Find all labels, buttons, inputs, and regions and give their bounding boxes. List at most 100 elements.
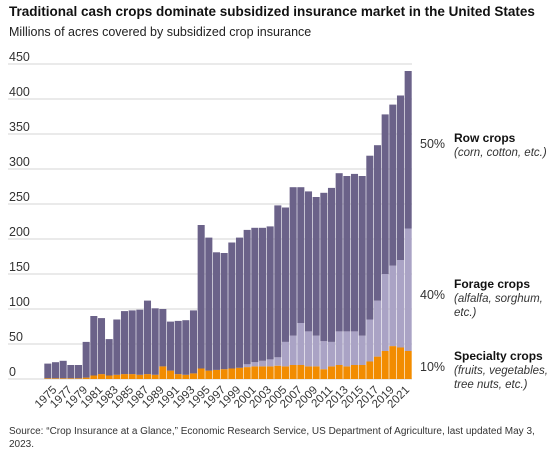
bar-row-2022 <box>404 71 412 229</box>
bar-row-2014 <box>343 176 351 332</box>
bar-specialty-2011 <box>320 369 328 379</box>
bar-row-1997 <box>212 252 221 370</box>
bar-specialty-2008 <box>297 365 305 379</box>
bar-specialty-2012 <box>327 366 336 379</box>
bar-specialty-1997 <box>212 369 221 379</box>
bar-row-2002 <box>251 227 259 363</box>
bar-row-1983 <box>105 339 113 376</box>
bars <box>44 71 412 379</box>
bar-specialty-1983 <box>105 375 113 379</box>
forage-crops-examples-line1: (alfalfa, sorghum, <box>454 293 543 305</box>
bar-specialty-1988 <box>143 374 152 379</box>
bar-row-1976 <box>51 362 60 379</box>
bar-specialty-1984 <box>113 374 121 379</box>
specialty-crops-label: Specialty crops <box>454 349 543 363</box>
y-tick-label: 150 <box>9 260 30 274</box>
bar-specialty-2003 <box>258 366 267 379</box>
chart-title: Traditional cash crops dominate subsidiz… <box>9 4 535 19</box>
bar-specialty-1982 <box>97 374 106 379</box>
bar-forage-2016 <box>358 335 366 365</box>
bar-specialty-1978 <box>67 378 75 379</box>
bar-specialty-2010 <box>312 366 320 379</box>
x-axis-ticks: 1975197719791981198319851987198919911993… <box>33 384 412 411</box>
bar-row-1980 <box>82 341 90 378</box>
bar-row-1988 <box>143 300 152 375</box>
bar-forage-2019 <box>381 274 389 351</box>
bar-forage-2012 <box>327 341 336 367</box>
bar-forage-2011 <box>320 341 328 370</box>
bar-forage-2017 <box>366 319 374 362</box>
bar-specialty-2013 <box>335 365 343 379</box>
bar-row-1981 <box>90 316 98 376</box>
y-tick-label: 0 <box>9 365 16 379</box>
bar-row-2012 <box>327 187 336 342</box>
bar-row-2016 <box>358 176 366 336</box>
y-tick-label: 250 <box>9 190 30 204</box>
specialty-crops-examples-line2: tree nuts, etc.) <box>454 379 528 391</box>
chart-subtitle: Millions of acres covered by subsidized … <box>9 25 312 39</box>
bar-row-1999 <box>228 242 236 369</box>
bar-row-2005 <box>274 205 282 358</box>
bar-forage-2014 <box>343 331 351 367</box>
bar-specialty-2015 <box>350 365 359 379</box>
bar-forage-2001 <box>243 364 251 368</box>
bar-row-2008 <box>297 187 305 323</box>
bar-row-2010 <box>312 197 320 336</box>
bar-row-2011 <box>320 192 328 342</box>
bar-row-2009 <box>304 191 313 332</box>
bar-row-2004 <box>266 226 274 360</box>
bar-specialty-2005 <box>274 365 282 379</box>
bar-row-2021 <box>396 95 405 260</box>
bar-forage-2003 <box>258 360 267 367</box>
bar-forage-2015 <box>350 331 359 365</box>
row-crops-label: Row crops <box>454 131 516 145</box>
bar-forage-2006 <box>281 341 290 367</box>
bar-row-2019 <box>381 114 389 275</box>
y-tick-label: 100 <box>9 295 30 309</box>
bar-specialty-1986 <box>128 374 136 379</box>
bar-forage-2018 <box>373 300 382 357</box>
bar-specialty-1989 <box>151 374 159 379</box>
bar-specialty-1975 <box>44 378 52 379</box>
bar-forage-2004 <box>266 359 274 367</box>
bar-row-1978 <box>67 365 75 379</box>
y-axis-ticks: 0 50 100 150 200 250 300 350 400 450 <box>9 50 30 379</box>
bar-specialty-2004 <box>266 366 274 379</box>
bar-row-1985 <box>120 311 129 375</box>
bar-row-1995 <box>197 225 205 369</box>
bar-specialty-1992 <box>174 374 182 379</box>
stacked-bar-chart: 0 50 100 150 200 250 300 350 400 450 197519771979… <box>8 50 548 411</box>
bar-specialty-1991 <box>166 370 175 379</box>
bar-specialty-2000 <box>235 367 244 379</box>
bar-row-1979 <box>74 365 83 379</box>
bar-row-1987 <box>136 309 144 375</box>
bar-forage-2009 <box>304 331 313 367</box>
bar-specialty-2020 <box>389 346 397 379</box>
bar-row-1991 <box>166 321 175 371</box>
bar-row-2013 <box>335 173 343 332</box>
bar-row-1975 <box>44 363 52 379</box>
bar-specialty-2017 <box>366 361 374 379</box>
bar-specialty-2018 <box>373 356 382 379</box>
row-crops-examples: (corn, cotton, etc.) <box>454 147 547 159</box>
row-crops-percent: 50% <box>420 137 445 151</box>
bar-row-1977 <box>59 360 67 379</box>
bar-forage-2002 <box>251 362 259 367</box>
bar-row-2006 <box>281 207 290 342</box>
bar-forage-2005 <box>274 357 282 366</box>
bar-specialty-2016 <box>358 365 366 379</box>
bar-specialty-1995 <box>197 368 205 379</box>
bar-specialty-1990 <box>159 366 167 379</box>
bar-row-1992 <box>174 320 182 375</box>
bar-row-2007 <box>289 187 297 336</box>
y-tick-label: 200 <box>9 225 30 239</box>
bar-specialty-2002 <box>251 366 259 379</box>
bar-forage-2010 <box>312 335 320 367</box>
annotations: 50% Row crops (corn, cotton, etc.) 40% F… <box>420 131 548 391</box>
forage-crops-examples-line2: etc.) <box>454 307 477 319</box>
bar-specialty-1985 <box>120 374 129 379</box>
bar-specialty-2022 <box>404 351 412 379</box>
bar-specialty-1996 <box>205 370 213 379</box>
y-tick-label: 50 <box>9 330 23 344</box>
bar-specialty-2019 <box>381 351 389 379</box>
